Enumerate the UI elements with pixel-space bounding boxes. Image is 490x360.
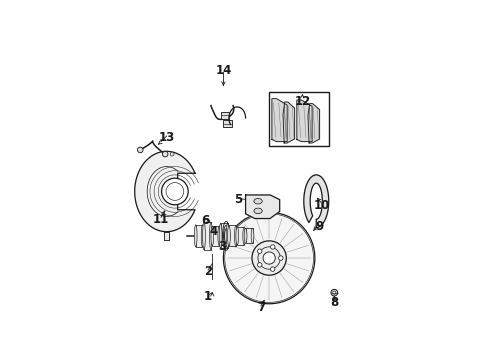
Polygon shape — [135, 151, 195, 232]
Text: 13: 13 — [158, 131, 175, 144]
Ellipse shape — [226, 223, 229, 248]
Text: 9: 9 — [315, 220, 323, 233]
Ellipse shape — [236, 227, 239, 245]
Text: 12: 12 — [294, 95, 311, 108]
Circle shape — [252, 241, 286, 275]
Ellipse shape — [254, 208, 262, 214]
Polygon shape — [304, 175, 329, 228]
Circle shape — [258, 263, 262, 267]
Text: 1: 1 — [204, 290, 212, 303]
Ellipse shape — [203, 222, 205, 250]
Text: 6: 6 — [201, 214, 210, 227]
Ellipse shape — [254, 198, 262, 204]
Bar — [269, 92, 329, 146]
Circle shape — [162, 178, 188, 205]
Bar — [204, 222, 211, 250]
Ellipse shape — [210, 222, 212, 250]
Ellipse shape — [243, 227, 245, 245]
Bar — [212, 226, 219, 246]
Bar — [220, 223, 227, 248]
Circle shape — [162, 151, 168, 157]
Bar — [220, 112, 229, 118]
Text: 2: 2 — [204, 265, 212, 278]
Polygon shape — [308, 104, 319, 143]
Circle shape — [270, 267, 275, 271]
Ellipse shape — [219, 223, 222, 248]
Ellipse shape — [211, 226, 214, 246]
Ellipse shape — [218, 226, 220, 246]
Text: 7: 7 — [257, 301, 265, 314]
Circle shape — [263, 252, 275, 264]
Polygon shape — [164, 232, 170, 240]
Bar — [229, 225, 236, 246]
Text: 10: 10 — [314, 199, 330, 212]
Ellipse shape — [227, 225, 230, 246]
Bar — [223, 120, 232, 127]
Circle shape — [223, 212, 315, 304]
Circle shape — [279, 256, 283, 260]
Ellipse shape — [195, 225, 197, 247]
Polygon shape — [272, 99, 287, 141]
Bar — [245, 228, 252, 243]
Bar — [237, 227, 244, 245]
Circle shape — [170, 152, 174, 156]
Circle shape — [258, 249, 262, 253]
Bar — [196, 225, 203, 247]
Polygon shape — [297, 100, 312, 141]
Text: 5: 5 — [235, 193, 243, 206]
Ellipse shape — [201, 225, 204, 247]
Circle shape — [331, 289, 338, 296]
Circle shape — [138, 147, 143, 153]
Text: 11: 11 — [153, 213, 169, 226]
Circle shape — [270, 245, 275, 249]
Text: 4: 4 — [210, 225, 218, 238]
Polygon shape — [283, 102, 294, 143]
Ellipse shape — [244, 228, 247, 243]
Polygon shape — [245, 195, 280, 219]
Text: 8: 8 — [330, 296, 339, 309]
Text: 3: 3 — [218, 240, 226, 253]
Ellipse shape — [235, 225, 237, 246]
Ellipse shape — [251, 228, 254, 243]
Text: 14: 14 — [215, 64, 232, 77]
